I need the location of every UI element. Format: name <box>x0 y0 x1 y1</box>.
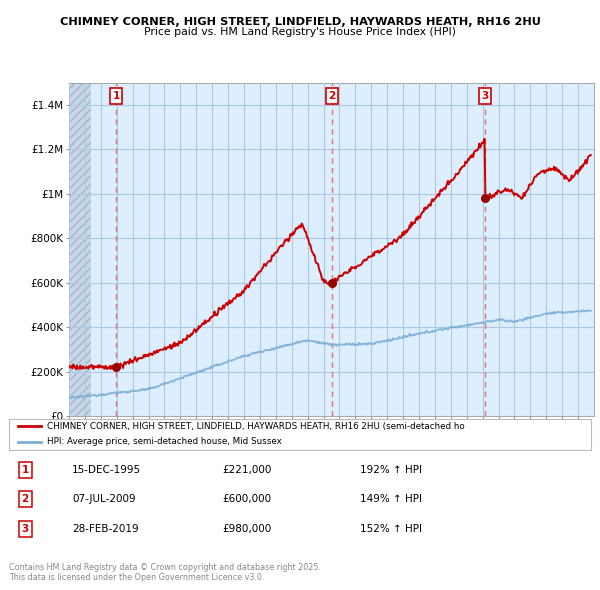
Text: CHIMNEY CORNER, HIGH STREET, LINDFIELD, HAYWARDS HEATH, RH16 2HU (semi-detached : CHIMNEY CORNER, HIGH STREET, LINDFIELD, … <box>47 422 464 431</box>
Text: 152% ↑ HPI: 152% ↑ HPI <box>360 524 422 534</box>
Text: CHIMNEY CORNER, HIGH STREET, LINDFIELD, HAYWARDS HEATH, RH16 2HU: CHIMNEY CORNER, HIGH STREET, LINDFIELD, … <box>59 17 541 27</box>
Text: 192% ↑ HPI: 192% ↑ HPI <box>360 465 422 474</box>
Text: £600,000: £600,000 <box>222 494 271 504</box>
Text: Price paid vs. HM Land Registry's House Price Index (HPI): Price paid vs. HM Land Registry's House … <box>144 27 456 37</box>
Text: £221,000: £221,000 <box>222 465 271 474</box>
Bar <box>69 83 91 416</box>
Text: 28-FEB-2019: 28-FEB-2019 <box>72 524 139 534</box>
Text: 1: 1 <box>112 91 120 101</box>
Text: Contains HM Land Registry data © Crown copyright and database right 2025.
This d: Contains HM Land Registry data © Crown c… <box>9 563 321 582</box>
Text: £980,000: £980,000 <box>222 524 271 534</box>
Text: 1: 1 <box>22 465 29 474</box>
Text: 2: 2 <box>22 494 29 504</box>
Text: 2: 2 <box>328 91 335 101</box>
Text: 15-DEC-1995: 15-DEC-1995 <box>72 465 141 474</box>
Text: 07-JUL-2009: 07-JUL-2009 <box>72 494 136 504</box>
Text: 149% ↑ HPI: 149% ↑ HPI <box>360 494 422 504</box>
Text: HPI: Average price, semi-detached house, Mid Sussex: HPI: Average price, semi-detached house,… <box>47 437 281 446</box>
Text: 3: 3 <box>22 524 29 534</box>
Text: 3: 3 <box>482 91 489 101</box>
